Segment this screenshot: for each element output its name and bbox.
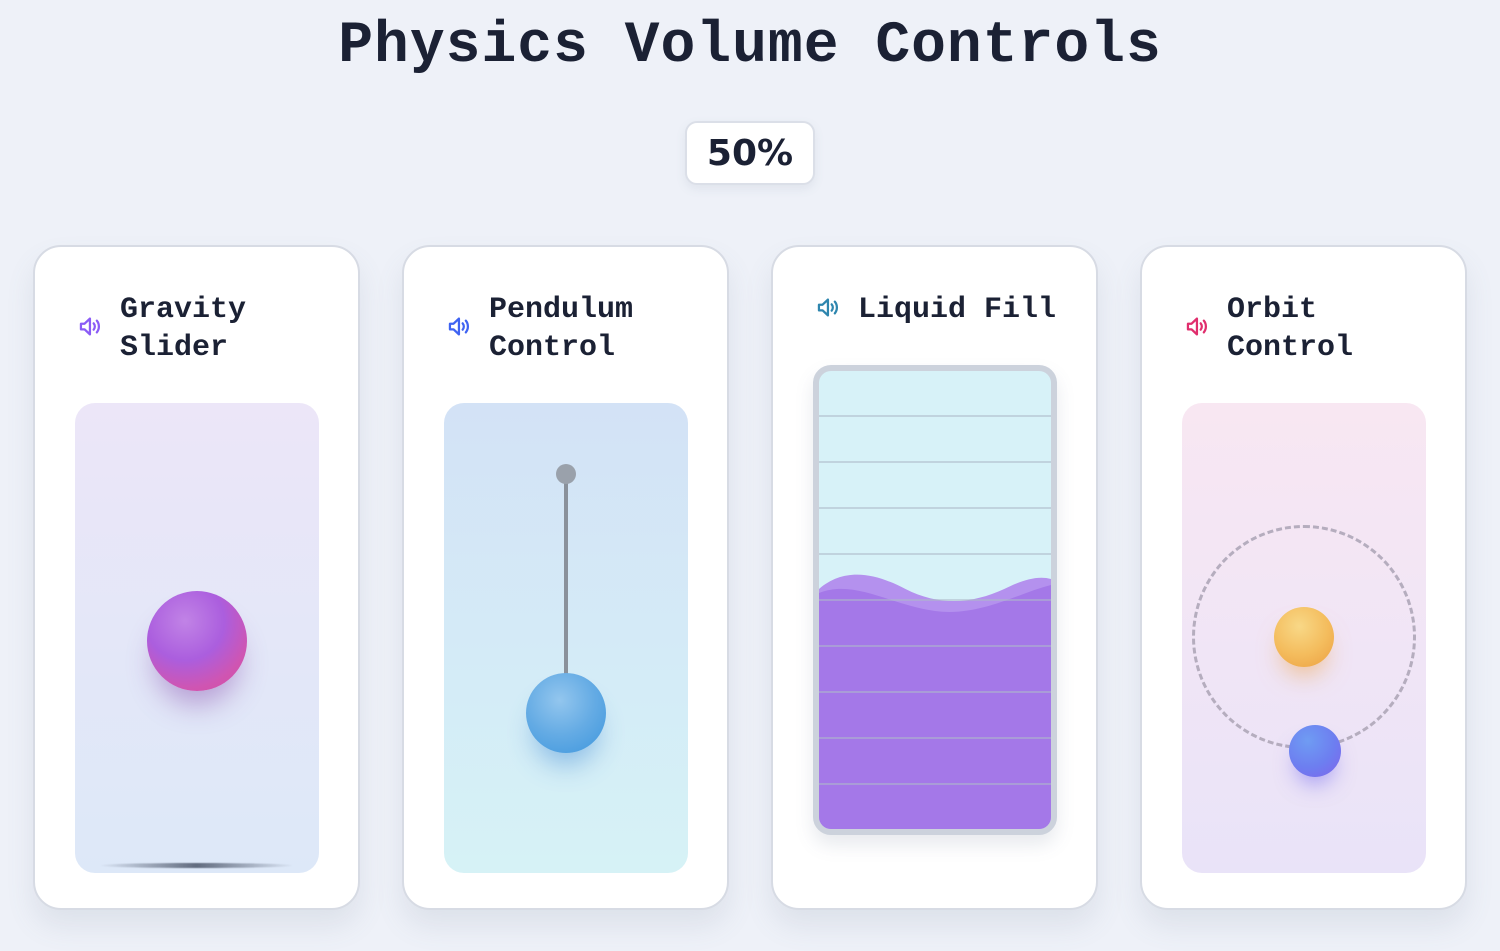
- card-liquid-fill: Liquid Fill: [771, 245, 1098, 910]
- card-label: Pendulum Control: [489, 293, 634, 365]
- card-header: Orbit Control: [1142, 291, 1465, 367]
- card-header: Pendulum Control: [404, 291, 727, 367]
- card-header: Liquid Fill: [773, 291, 1096, 329]
- speaker-volume-icon: [77, 313, 104, 345]
- card-pendulum-control: Pendulum Control: [402, 245, 729, 910]
- volume-value-text: 50%: [706, 132, 794, 174]
- gravity-slider-track[interactable]: [74, 403, 319, 873]
- liquid-waves: [818, 574, 1051, 829]
- volume-value-wrap: 50%: [0, 121, 1500, 185]
- card-gravity-slider: Gravity Slider: [33, 245, 360, 910]
- pendulum-rod: [563, 474, 568, 714]
- card-label: Orbit Control: [1227, 293, 1354, 365]
- speaker-volume-icon: [815, 294, 842, 326]
- gravity-ball-handle[interactable]: [146, 591, 247, 691]
- card-label: Liquid Fill: [858, 293, 1057, 327]
- card-orbit-control: Orbit Control: [1140, 245, 1467, 910]
- orbit-sun: [1273, 607, 1334, 667]
- liquid-fill-tank[interactable]: [812, 365, 1057, 835]
- card-label: Gravity Slider: [120, 293, 247, 365]
- controls-row: Gravity Slider Pendulum Control: [0, 245, 1500, 910]
- page-title: Physics Volume Controls: [338, 14, 1162, 79]
- gravity-ground-shadow: [98, 863, 295, 868]
- speaker-volume-icon: [446, 313, 473, 345]
- pendulum-bob-handle[interactable]: [525, 673, 606, 753]
- card-header: Gravity Slider: [35, 291, 358, 367]
- orbit-planet-handle[interactable]: [1288, 725, 1341, 777]
- pendulum-control-area[interactable]: [443, 403, 688, 873]
- pendulum-pivot: [555, 464, 576, 484]
- orbit-control-area[interactable]: [1181, 403, 1426, 873]
- volume-value-badge: 50%: [685, 121, 815, 185]
- speaker-volume-icon: [1184, 313, 1211, 345]
